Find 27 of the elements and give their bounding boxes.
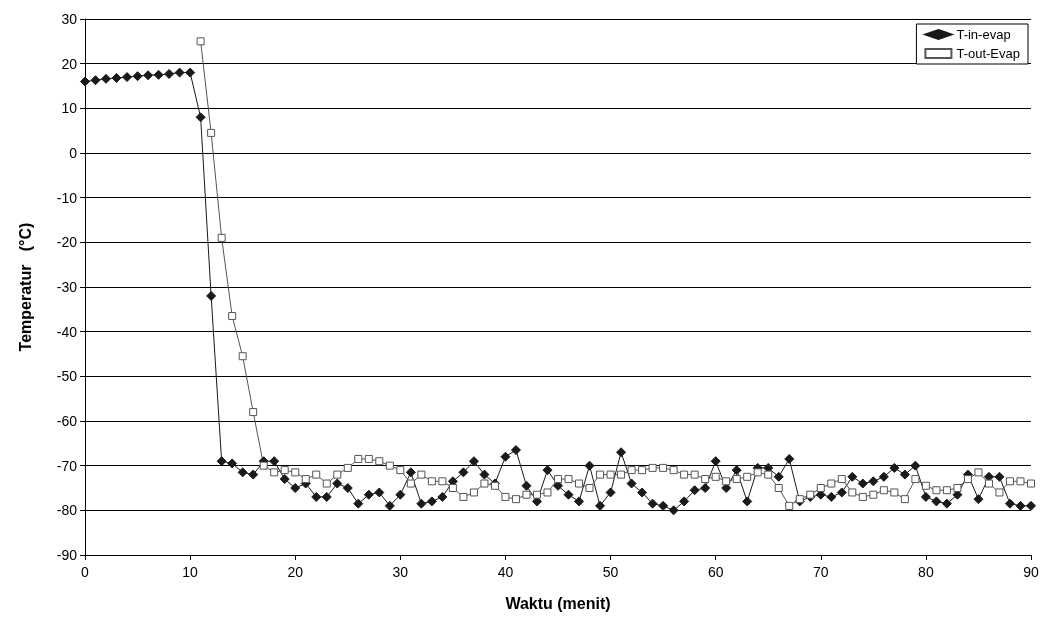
x-tick-label: 50 [602,564,619,580]
y-tick-label: -90 [56,547,78,563]
x-tick-label: 60 [707,564,724,580]
x-tick-label: 80 [918,564,934,580]
legend-label: T-in-evap [956,27,1011,42]
x-tick-label: 0 [81,564,90,580]
y-tick-label: 0 [69,145,78,161]
y-tick-label: -40 [56,323,78,340]
y-tick-label: -70 [56,457,78,474]
y-tick-label: -20 [56,234,78,251]
x-tick-label: 30 [392,564,409,580]
y-tick-label: 30 [61,11,78,27]
y-tick-label: -50 [56,368,78,385]
y-tick-label: 10 [61,100,78,117]
legend-label: T-out-Evap [956,46,1021,61]
x-tick-label: 90 [1023,564,1039,580]
x-tick-label: 40 [497,564,514,580]
y-tick-label: 20 [61,55,78,72]
y-tick-label: -80 [56,502,78,519]
y-tick-label: -60 [56,413,78,429]
x-tick-label: 70 [812,564,829,580]
x-tick-label: 20 [287,564,304,580]
y-axis-title: Temperatur (°C) [16,222,34,352]
y-tick-label: -10 [56,189,78,206]
y-tick-label: -30 [56,279,78,295]
x-axis-title: Waktu (menit) [505,594,611,612]
x-tick-label: 10 [182,564,199,580]
